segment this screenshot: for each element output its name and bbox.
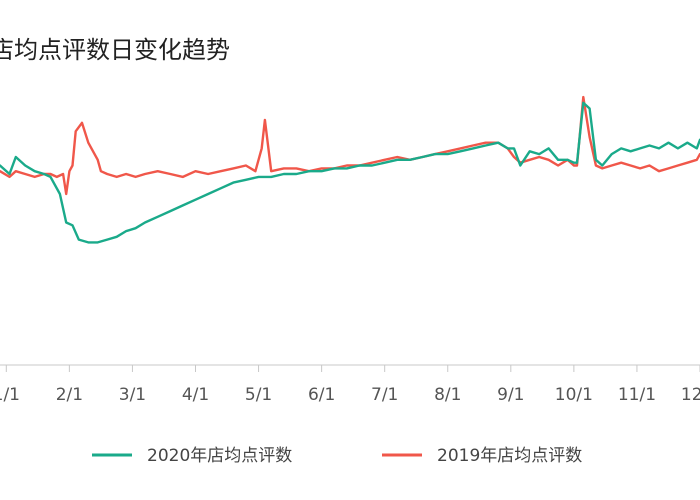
x-axis-ticks: 1/1 2/1 3/1 4/1 5/1 6/1 7/1 8/1 9/1 10/1 11/1 12/1 (0, 365, 700, 405)
x-tick-label: 1/1 (0, 385, 20, 405)
x-tick-label: 7/1 (371, 385, 398, 405)
series-layer (0, 95, 700, 244)
x-tick-label: 6/1 (308, 385, 335, 405)
series-line-0 (0, 101, 700, 244)
x-tick-label: 11/1 (618, 385, 656, 405)
x-tick-label: 12/1 (681, 385, 700, 405)
legend: 2020年店均点评数 2019年店均点评数 (92, 446, 582, 466)
chart-title: 店均点评数日变化趋势 (0, 36, 230, 64)
x-tick-label: 5/1 (245, 385, 272, 405)
x-tick-label: 3/1 (119, 385, 146, 405)
x-tick-label: 10/1 (555, 385, 593, 405)
x-tick-label: 2/1 (56, 385, 83, 405)
legend-label: 2019年店均点评数 (437, 446, 582, 466)
x-tick-label: 4/1 (182, 385, 209, 405)
x-tick-label: 8/1 (434, 385, 461, 405)
legend-label: 2020年店均点评数 (147, 446, 292, 466)
x-tick-label: 9/1 (497, 385, 524, 405)
